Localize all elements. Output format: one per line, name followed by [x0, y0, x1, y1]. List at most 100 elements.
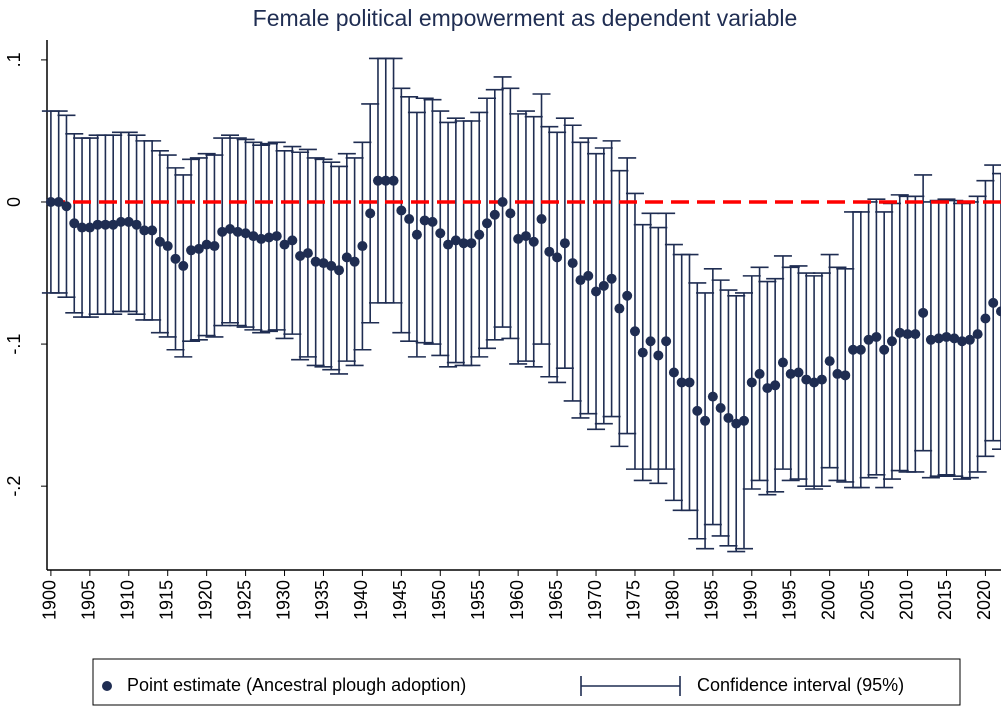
point: [302, 248, 313, 259]
legend-box: [92, 658, 961, 706]
point: [668, 367, 679, 378]
point: [263, 232, 274, 243]
point: [707, 391, 718, 402]
point: [287, 235, 298, 246]
x-tick-label: 1900: [40, 580, 60, 620]
point: [178, 260, 189, 271]
point: [162, 241, 173, 252]
point: [949, 333, 960, 344]
point: [513, 233, 524, 244]
x-tick-label: 1945: [390, 580, 410, 620]
point: [520, 231, 531, 242]
point: [334, 265, 345, 276]
point: [497, 196, 508, 207]
point: [598, 280, 609, 291]
point: [318, 258, 329, 269]
point: [326, 260, 337, 271]
point: [69, 218, 80, 229]
point: [793, 367, 804, 378]
point: [225, 223, 236, 234]
point: [466, 238, 477, 249]
x-tick-label: 1910: [118, 580, 138, 620]
point: [824, 356, 835, 367]
point: [147, 225, 158, 236]
point: [770, 380, 781, 391]
point: [902, 329, 913, 340]
point: [388, 175, 399, 186]
point: [419, 215, 430, 226]
point: [918, 307, 929, 318]
point: [762, 383, 773, 394]
legend-label: Confidence interval (95%): [697, 675, 904, 695]
y-tick-label: -.2: [4, 476, 24, 497]
point: [863, 334, 874, 345]
point: [154, 236, 165, 247]
point: [715, 403, 726, 414]
plot-area: .1 0 -.1 -.2 1900 1905 1910 1915 1920 1925 1930 193…: [4, 40, 1001, 620]
point: [840, 370, 851, 381]
x-tick-label: 1990: [741, 580, 761, 620]
point: [295, 250, 306, 261]
point: [92, 219, 103, 230]
point: [482, 218, 493, 229]
point: [536, 214, 547, 225]
point: [53, 196, 64, 207]
point: [404, 214, 415, 225]
x-tick-label: 1975: [624, 580, 644, 620]
point: [964, 334, 975, 345]
point: [801, 374, 812, 385]
point: [629, 326, 640, 337]
point: [240, 228, 251, 239]
point: [474, 229, 485, 240]
point: [591, 286, 602, 297]
point: [645, 336, 656, 347]
point: [45, 196, 56, 207]
point: [271, 231, 282, 242]
point: [575, 275, 586, 286]
point: [606, 273, 617, 284]
point: [552, 252, 563, 263]
point: [108, 219, 119, 230]
point: [855, 344, 866, 355]
point: [746, 377, 757, 388]
point: [61, 201, 72, 212]
x-tick-label: 2010: [896, 580, 916, 620]
point: [505, 208, 516, 219]
point: [279, 239, 290, 250]
point: [77, 222, 88, 233]
point: [739, 415, 750, 426]
point: [232, 226, 243, 237]
point: [100, 219, 111, 230]
point: [567, 258, 578, 269]
x-tick-label: 1970: [585, 580, 605, 620]
point: [832, 368, 843, 379]
point: [723, 412, 734, 423]
point: [910, 329, 921, 340]
point: [349, 256, 360, 267]
point: [357, 241, 368, 252]
x-tick-label: 2015: [935, 580, 955, 620]
x-tick-label: 1940: [351, 580, 371, 620]
point: [123, 216, 134, 227]
x-tick-label: 1920: [195, 580, 215, 620]
point: [925, 334, 936, 345]
point: [544, 246, 555, 257]
x-tick-label: 1960: [507, 580, 527, 620]
point: [583, 270, 594, 281]
x-tick-label: 1935: [312, 580, 332, 620]
point: [879, 344, 890, 355]
point: [131, 219, 142, 230]
point: [341, 252, 352, 263]
legend: Point estimate (Ancestral plough adoptio…: [102, 675, 904, 696]
point: [684, 377, 695, 388]
point: [84, 222, 95, 233]
point: [622, 290, 633, 301]
point: [528, 236, 539, 247]
point: [559, 238, 570, 249]
point: [186, 245, 197, 256]
point: [785, 368, 796, 379]
point: [637, 347, 648, 358]
point: [450, 235, 461, 246]
point: [443, 239, 454, 250]
x-tick-label: 2005: [857, 580, 877, 620]
